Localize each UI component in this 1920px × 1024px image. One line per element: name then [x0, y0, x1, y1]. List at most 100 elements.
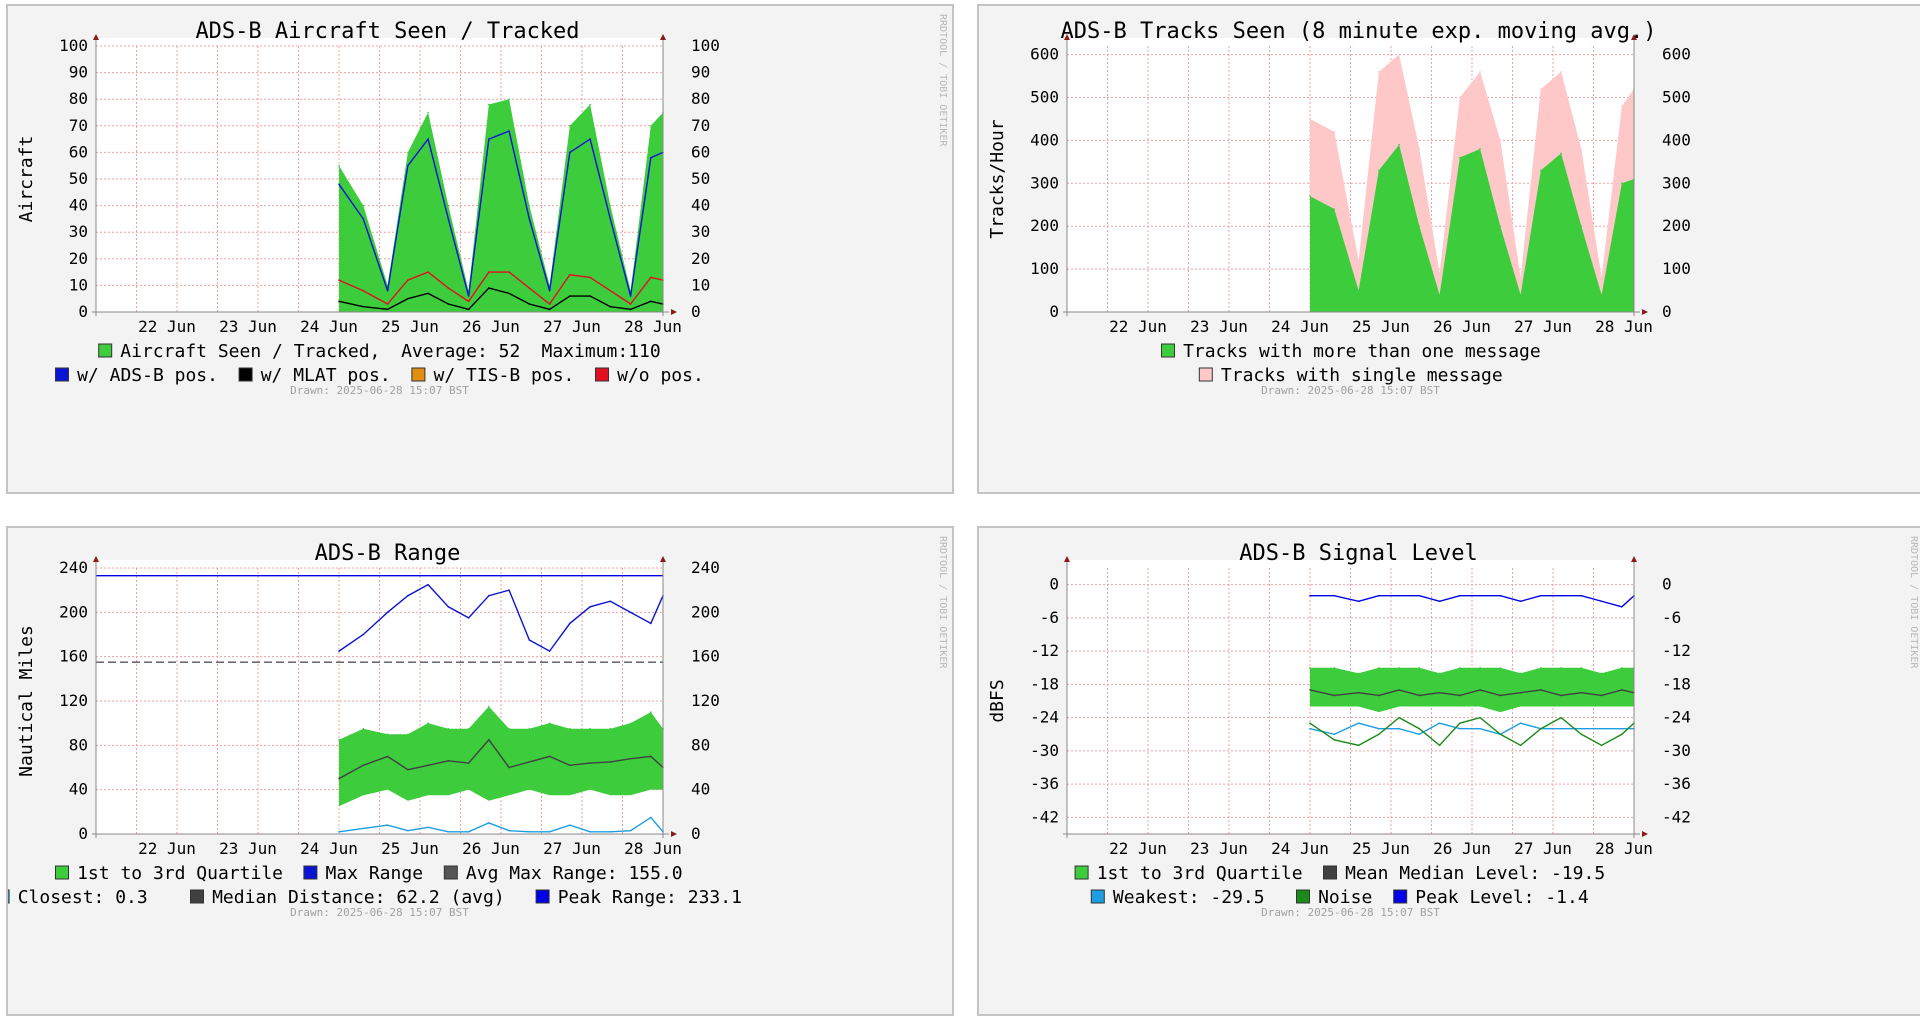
x-tick-label: 28 Jun [624, 839, 682, 858]
series-w-mlat-pos-point [467, 308, 470, 311]
legend-item: Average: 52 [401, 341, 520, 362]
series-1st-to-3rd-quartile-point [1540, 666, 1542, 669]
legend-swatch [55, 865, 69, 880]
series-1st-to-3rd-quartile-point [1357, 672, 1360, 675]
series-w-o-pos-point [447, 287, 450, 289]
y-tick-label: -24 [1030, 708, 1059, 727]
series-1st-to-3rd-quartile-point [528, 727, 531, 730]
legend-swatch [1198, 367, 1213, 382]
series-tracks-with-single-message-point [1333, 131, 1336, 133]
y-tick-label-right: 100 [691, 36, 720, 55]
chart-title: ADS-B Range [315, 541, 461, 566]
legend-swatch [1296, 889, 1310, 904]
y-tick-label: 0 [78, 302, 88, 321]
series-closest-point [362, 827, 365, 830]
series-tracks-with-single-message-point [1540, 88, 1542, 90]
series-peak-level-point [1540, 594, 1542, 597]
series-weakest-point [1459, 727, 1461, 730]
legend-item: Peak Range: 233.1 [558, 887, 742, 908]
series-w-ads-b-pos-point [338, 183, 340, 186]
series-tracks-with-single-message-point [1560, 70, 1562, 73]
y-tick-label: 10 [69, 275, 88, 294]
series-w-mlat-pos-point [338, 300, 340, 303]
series-peak-level-point [1600, 600, 1603, 603]
legend-swatch [238, 367, 253, 382]
series-w-o-pos-point [488, 271, 490, 273]
series-tracks-with-more-than-one-message [1310, 144, 1634, 312]
series-w-mlat-pos-point [629, 308, 632, 311]
series-aircraft-seen-tracked-point [447, 204, 450, 207]
series-max-range-point [629, 611, 632, 614]
series-weakest-point [1333, 733, 1336, 736]
y-tick-label: -18 [1030, 674, 1059, 693]
series-closest-point [569, 824, 571, 826]
y-tick-label-right: 0 [691, 824, 701, 843]
series-tracks-with-more-than-one-message-point [1499, 225, 1502, 227]
series-peak-level-point [1309, 594, 1311, 597]
series-tracks-with-single-message-point [1621, 105, 1623, 107]
series-1st-to-3rd-quartile-point [609, 727, 612, 730]
series-w-o-pos-point [528, 287, 531, 289]
series-max-range-point [650, 622, 652, 625]
series-noise-point [1621, 733, 1623, 736]
y-tick-label-right: 400 [1662, 130, 1691, 149]
series-w-mlat-pos-point [488, 287, 490, 289]
series-noise-point [1580, 733, 1583, 736]
series-median-distance-point [589, 762, 591, 764]
series-w-o-pos-point [548, 303, 551, 305]
y-tick-label-right: -42 [1662, 807, 1691, 826]
x-tick-label: 24 Jun [1271, 317, 1329, 336]
y-axis-arrow-icon [93, 34, 99, 40]
series-weakest-point [1438, 722, 1441, 724]
series-noise-point [1560, 716, 1562, 719]
legend-item: w/o pos. [617, 365, 704, 386]
x-tick-label: 22 Jun [138, 317, 196, 336]
y-tick-label-right: 0 [691, 302, 701, 321]
series-1st-to-3rd-quartile-point [548, 722, 551, 724]
series-w-ads-b-pos-point [447, 218, 450, 220]
y-tick-label-right: 240 [691, 558, 720, 577]
series-noise-point [1309, 722, 1311, 724]
series-noise-point [1459, 722, 1461, 724]
series-1st-to-3rd-quartile-point [1600, 672, 1603, 675]
series-1st-to-3rd-quartile-point [427, 722, 429, 724]
series-w-o-pos-point [427, 271, 429, 273]
legend-item: 1st to 3rd Quartile [77, 863, 283, 884]
x-tick-label: 22 Jun [1109, 317, 1167, 336]
series-max-range-point [407, 594, 409, 597]
series-closest-point [467, 830, 470, 833]
series-max-range-point [528, 639, 531, 641]
series-1st-to-3rd-quartile-point [1499, 666, 1502, 669]
series-tracks-with-more-than-one-message-point [1309, 195, 1311, 197]
legend-item: Median Distance: 62.2 (avg) [212, 887, 505, 908]
drawn-timestamp: Drawn: 2025-06-28 15:07 BST [1261, 906, 1440, 919]
legend-item: Aircraft Seen / Tracked, [120, 341, 380, 362]
series-1st-to-3rd-quartile-point [1621, 666, 1623, 669]
series-tracks-with-more-than-one-message-point [1378, 169, 1380, 172]
series-max-range-point [362, 633, 365, 636]
rrdtool-watermark: RRDTOOL / TOBI OETIKER [937, 536, 948, 669]
chart-title: ADS-B Signal Level [1239, 541, 1477, 566]
x-tick-label: 27 Jun [1514, 317, 1572, 336]
series-weakest-point [1398, 727, 1400, 730]
y-tick-label: 0 [1049, 575, 1059, 594]
series-1st-to-3rd-quartile [1310, 667, 1634, 713]
series-aircraft-seen-tracked-point [338, 164, 340, 167]
rrdtool-watermark: RRDTOOL / TOBI OETIKER [937, 14, 948, 147]
series-peak-level-point [1479, 594, 1481, 597]
series-tracks-with-single-message-point [1519, 276, 1522, 279]
series-tracks-with-more-than-one-message-point [1519, 294, 1522, 296]
series-mean-median-level-point [1499, 694, 1502, 697]
series-tracks-with-single-message-point [1398, 53, 1400, 56]
series-median-distance-point [488, 738, 490, 741]
legend-item: Weakest: -29.5 [1113, 887, 1265, 908]
series-1st-to-3rd-quartile-point [1418, 666, 1421, 669]
series-peak-level-point [1560, 594, 1562, 597]
series-median-distance-point [386, 755, 389, 758]
y-tick-label: 0 [78, 824, 88, 843]
series-tracks-with-more-than-one-message-point [1398, 143, 1400, 146]
legend-swatch [303, 865, 318, 880]
series-noise-point [1540, 727, 1542, 730]
y-tick-label: 30 [69, 222, 88, 241]
y-tick-label-right: 20 [691, 249, 710, 268]
